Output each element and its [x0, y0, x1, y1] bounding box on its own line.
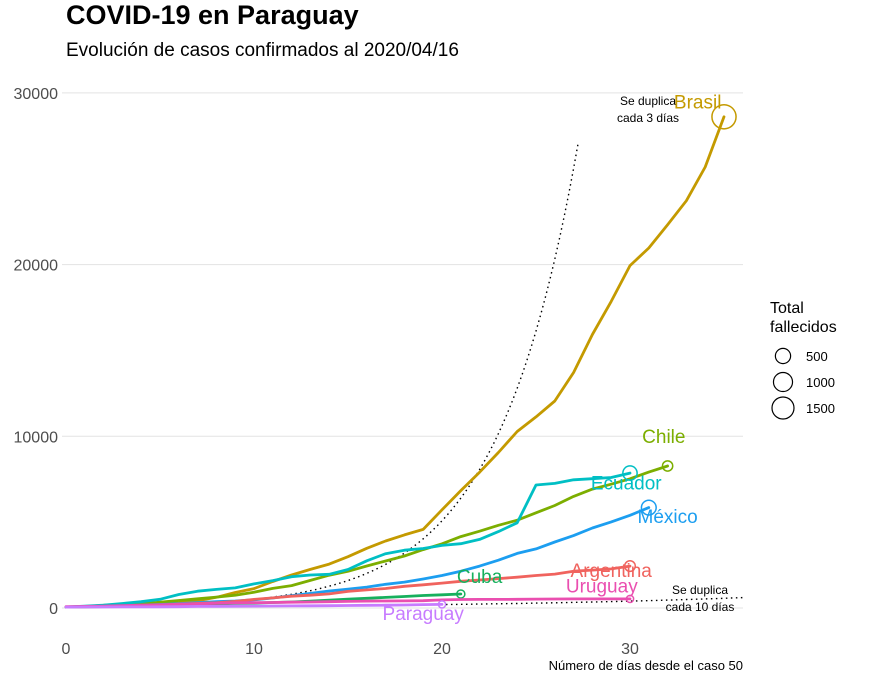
- y-tick-label: 10000: [14, 429, 59, 446]
- death-marker-uruguay: [625, 594, 635, 604]
- x-axis-label: Número de días desde el caso 50: [549, 658, 743, 673]
- legend-label-1000: 1000: [806, 375, 835, 390]
- y-tick-label: 0: [49, 601, 58, 618]
- x-tick-label: 30: [621, 641, 639, 658]
- legend-circle-1000: [772, 371, 794, 393]
- death-marker-méxico: [640, 499, 657, 516]
- legend-circle-500: [774, 347, 792, 365]
- series-label-argentina: Argentina: [571, 561, 653, 582]
- x-tick-label: 20: [433, 641, 451, 658]
- legend-circle-1500: [771, 396, 795, 420]
- series-labels: Brasil Chile Ecuador México Argentina Cuba Uru…: [383, 92, 722, 625]
- series-label-brasil: Brasil: [674, 92, 722, 113]
- legend-title: Total fallecidos: [770, 300, 837, 336]
- chart-subtitle: Evolución de casos confirmados al 2020/0…: [66, 40, 459, 61]
- y-tick-label: 30000: [14, 86, 59, 103]
- series-line-uruguay: [64, 597, 632, 608]
- legend-label-1500: 1500: [806, 401, 835, 416]
- series-line-méxico: [64, 506, 651, 609]
- death-marker-paraguay: [437, 600, 447, 609]
- y-tick-label: 20000: [14, 258, 59, 275]
- x-tick-label: 0: [62, 641, 71, 658]
- x-tick-label: 10: [245, 641, 263, 658]
- legend: Total fallecidos 500 1000 1500: [770, 300, 837, 420]
- series-line-chile: [64, 464, 669, 609]
- death-marker-cuba: [455, 589, 466, 599]
- series-label-paraguay: Paraguay: [383, 604, 465, 625]
- series-label-uruguay: Uruguay: [566, 577, 638, 598]
- reference-line-label: Se duplica cada 10 días: [666, 583, 735, 614]
- grid-layer: [62, 92, 743, 609]
- series-label-méxico: México: [638, 507, 698, 528]
- death-marker-argentina: [623, 560, 637, 573]
- series-layer: [64, 103, 737, 609]
- series-line-ecuador: [64, 471, 632, 609]
- series-line-paraguay: [64, 603, 444, 609]
- series-label-ecuador: Ecuador: [591, 474, 662, 495]
- death-marker-brasil: [711, 103, 737, 130]
- series-label-cuba: Cuba: [457, 567, 503, 588]
- reference-line: [66, 142, 579, 608]
- legend-label-500: 500: [806, 349, 828, 364]
- series-label-chile: Chile: [642, 427, 685, 448]
- death-marker-chile: [661, 460, 674, 472]
- death-marker-ecuador: [622, 465, 638, 481]
- series-line-brasil: [64, 115, 726, 609]
- chart-title: COVID-19 en Paraguay: [66, 0, 359, 30]
- reference-line-label: Se duplica cada 3 días: [617, 94, 679, 125]
